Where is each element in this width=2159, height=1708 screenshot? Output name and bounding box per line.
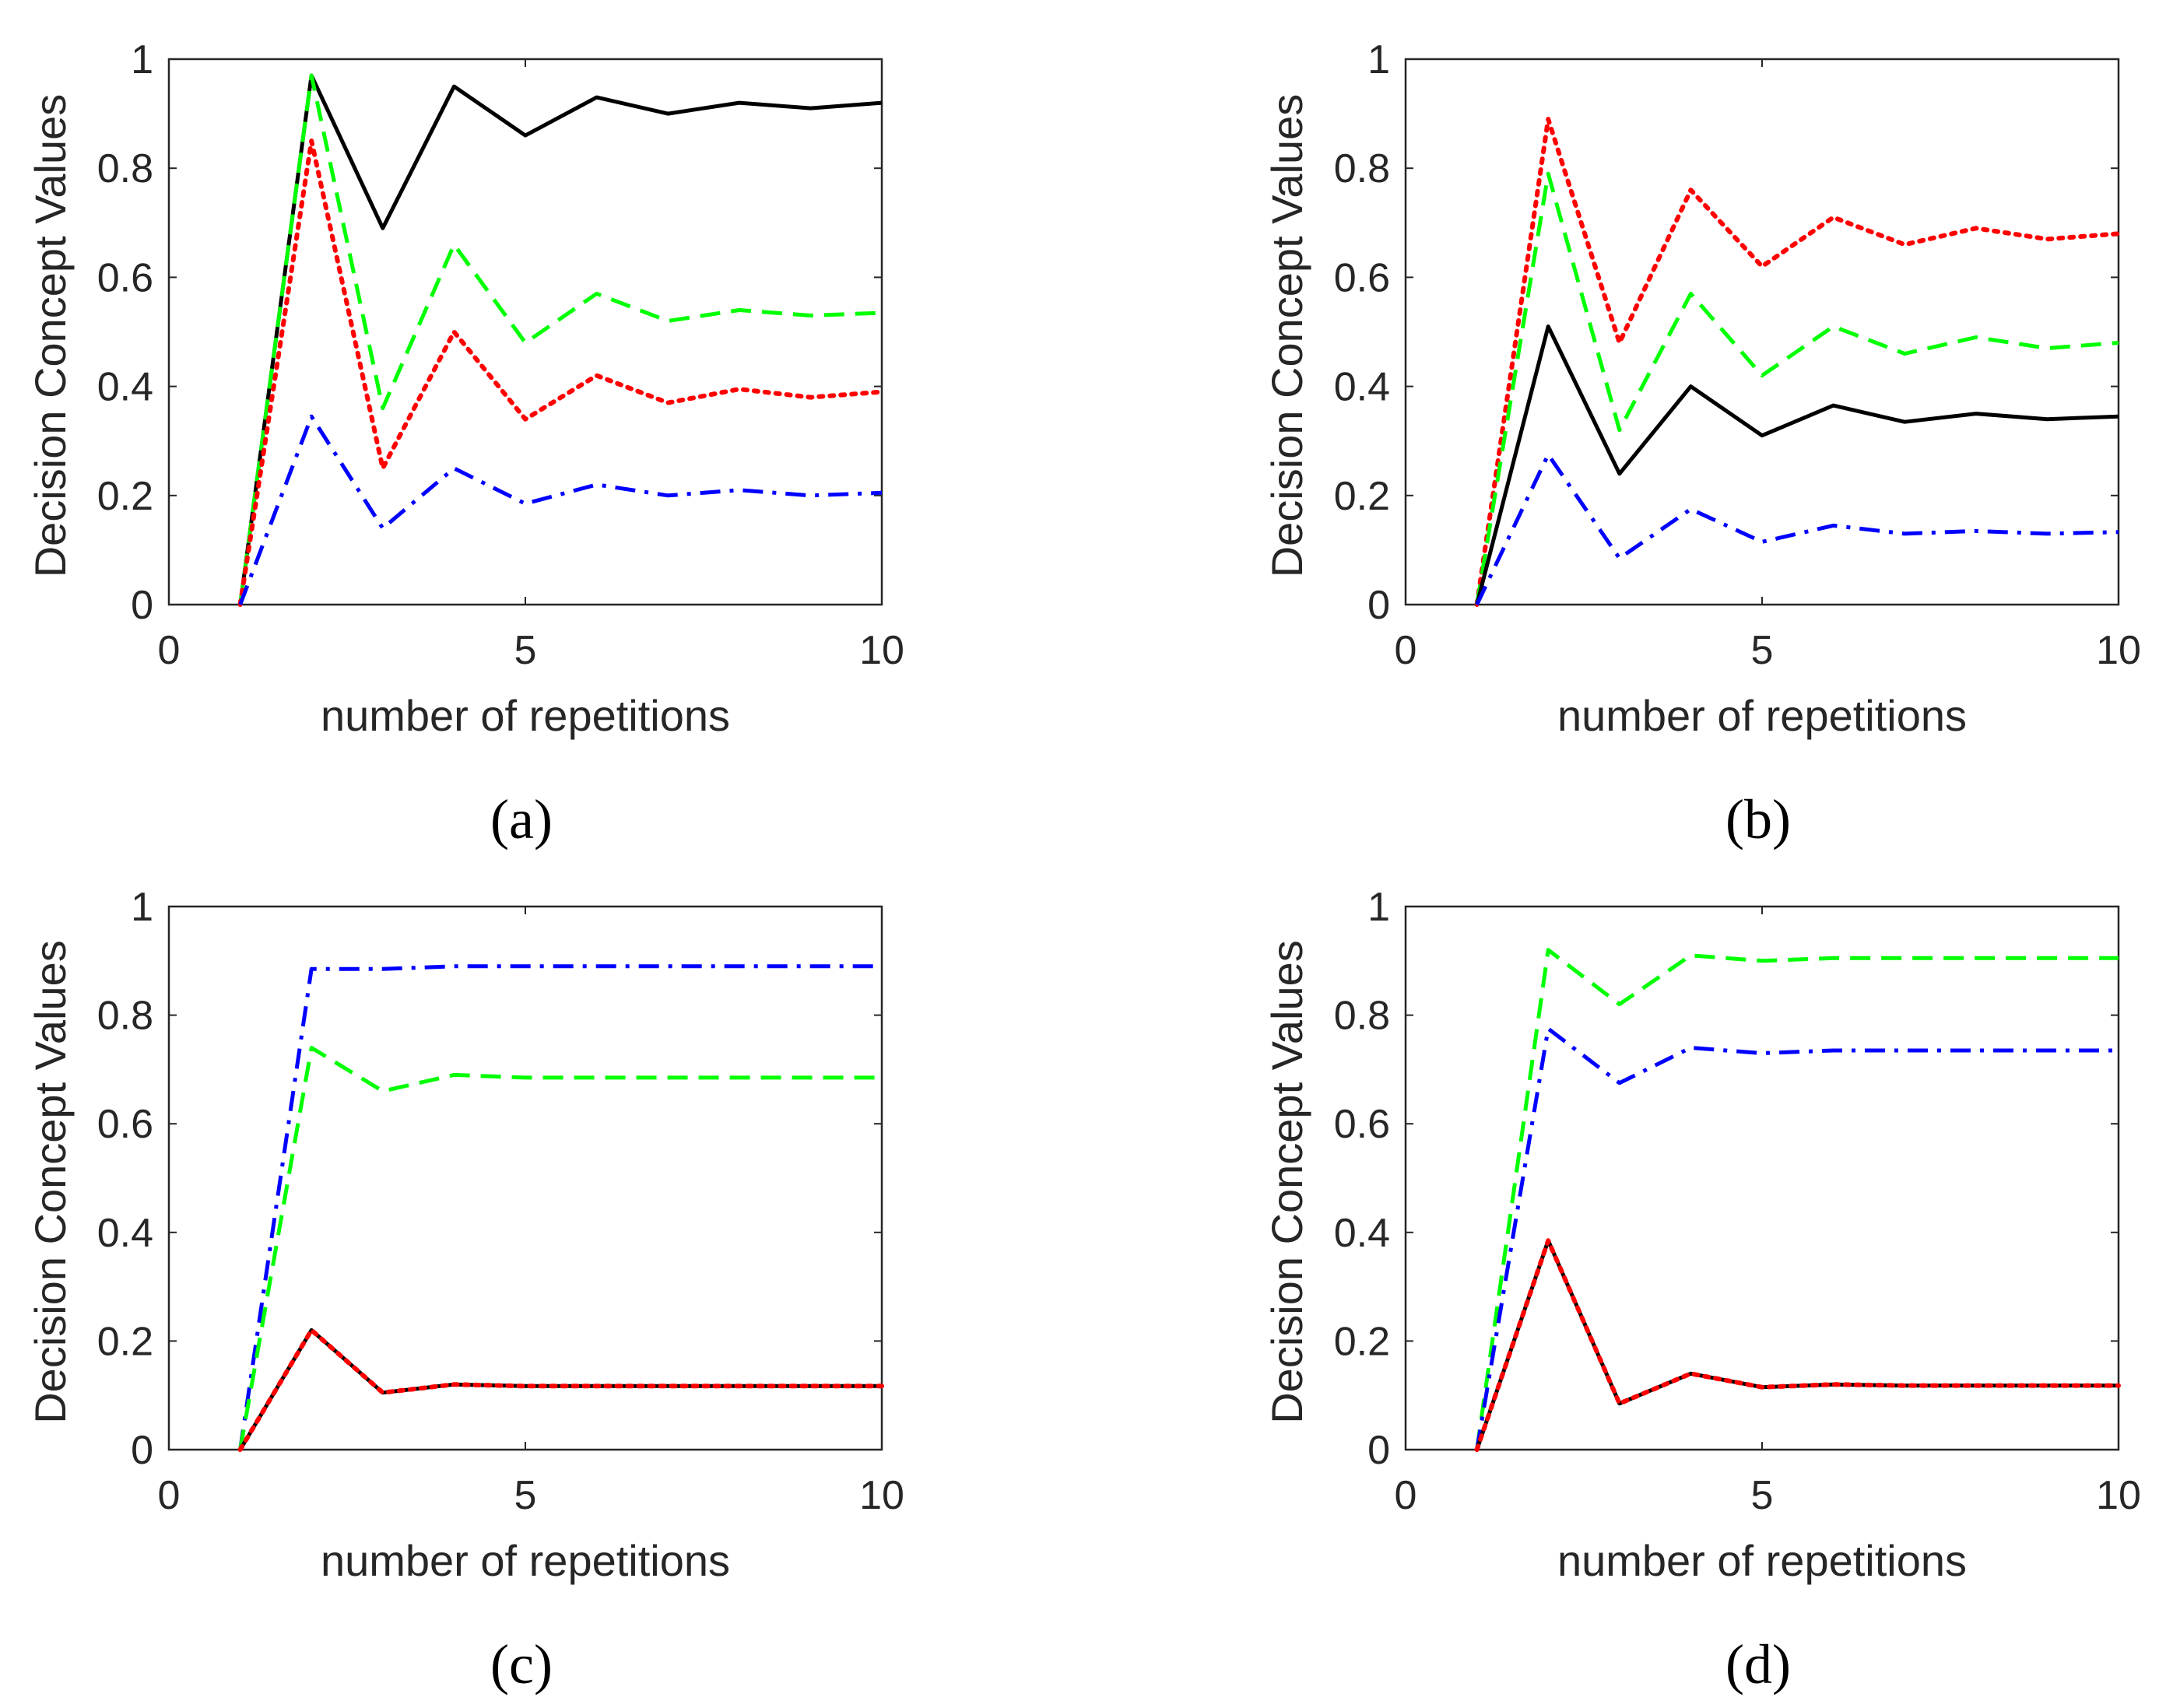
y-tick-label: 0.8 (1334, 994, 1390, 1039)
series-line-green-dashed (238, 1046, 882, 1450)
y-tick-label: 0 (1367, 1428, 1390, 1473)
y-tick-label: 0.6 (97, 1102, 153, 1147)
x-tick-label: 0 (1395, 1473, 1417, 1518)
panel-caption: (d) (1725, 1633, 1791, 1696)
series-line-green-dashed (1475, 948, 2119, 1450)
y-tick-label: 0.2 (1334, 1319, 1390, 1364)
series-line-green-dashed (238, 73, 883, 605)
series-line-red-dotted (237, 1327, 884, 1452)
series-line-black-solid (238, 73, 883, 605)
series-line-red-dotted (1474, 117, 2121, 607)
x-tick-label: 5 (1751, 1473, 1774, 1518)
plot-area (167, 905, 883, 1451)
x-axis-label: number of repetitions (321, 1536, 730, 1585)
y-tick-label: 0 (131, 1428, 153, 1473)
y-tick-label: 0.2 (1334, 474, 1390, 519)
y-tick-label: 0.4 (1334, 1211, 1390, 1256)
series-line-green-dashed (1475, 171, 2119, 605)
series-line-blue-dashdot (1475, 1026, 2119, 1450)
y-tick-label: 0.6 (1334, 255, 1390, 300)
y-axis-label: Decision Concept Values (26, 94, 75, 578)
y-tick-label: 0 (131, 583, 153, 628)
y-axis-label: Decision Concept Values (1262, 94, 1311, 578)
x-tick-label: 10 (2096, 1473, 2141, 1518)
y-tick-label: 0.4 (97, 1211, 153, 1256)
y-axis-label: Decision Concept Values (26, 940, 75, 1424)
series-line-red-dotted (1474, 1238, 2121, 1452)
series-line-blue-dashdot (1475, 452, 2119, 606)
plot-area (1404, 905, 2120, 1451)
x-tick-label: 10 (2096, 628, 2141, 673)
x-tick-label: 5 (514, 628, 537, 673)
x-axis-label: number of repetitions (1557, 1536, 1967, 1585)
x-tick-label: 0 (1395, 628, 1417, 673)
panel-caption: (b) (1725, 788, 1791, 850)
y-tick-label: 1 (131, 885, 153, 930)
x-tick-label: 0 (158, 628, 181, 673)
x-tick-label: 10 (859, 628, 904, 673)
y-tick-label: 0 (1367, 583, 1390, 628)
y-tick-label: 0.2 (97, 474, 153, 519)
y-tick-label: 1 (131, 37, 153, 82)
y-tick-label: 0.6 (97, 255, 153, 300)
series-line-blue-dashdot (238, 964, 882, 1450)
x-axis-label: number of repetitions (1557, 691, 1967, 740)
y-tick-label: 0.8 (97, 994, 153, 1039)
y-tick-label: 1 (1367, 37, 1390, 82)
series-line-black-solid (1475, 324, 2119, 605)
series-line-red-dotted (237, 139, 884, 607)
y-tick-label: 0.8 (1334, 146, 1390, 191)
series-line-blue-dashdot (238, 414, 883, 605)
x-tick-label: 10 (859, 1473, 904, 1518)
y-tick-label: 0.2 (97, 1319, 153, 1364)
y-axis-label: Decision Concept Values (1262, 940, 1311, 1424)
y-tick-label: 0.4 (1334, 365, 1390, 410)
y-tick-label: 1 (1367, 885, 1390, 930)
x-tick-label: 0 (158, 1473, 181, 1518)
y-tick-label: 0.4 (97, 365, 153, 410)
y-tick-label: 0.8 (97, 146, 153, 191)
panel-caption: (a) (490, 788, 553, 850)
panel-caption: (c) (490, 1633, 553, 1696)
plot-area (1404, 58, 2120, 606)
plot-area (167, 58, 883, 606)
x-tick-label: 5 (1751, 628, 1774, 673)
x-tick-label: 5 (514, 1473, 537, 1518)
x-axis-label: number of repetitions (321, 691, 730, 740)
y-tick-label: 0.6 (1334, 1102, 1390, 1147)
